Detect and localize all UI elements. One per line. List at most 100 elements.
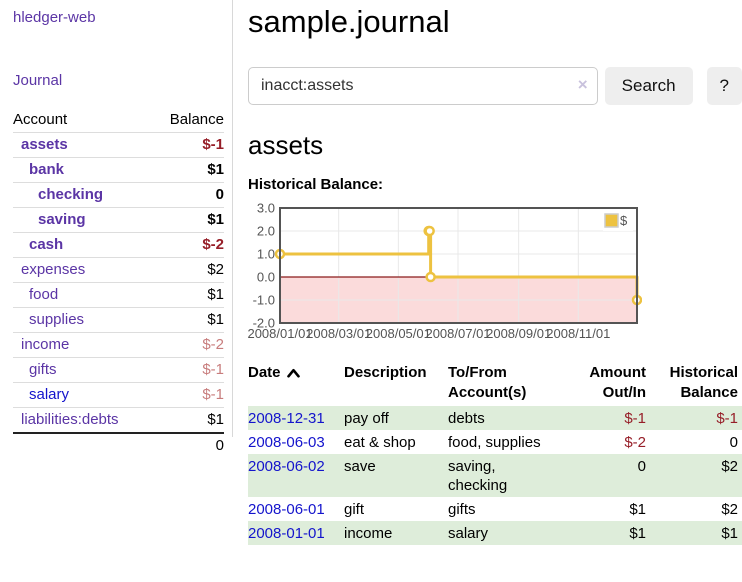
account-title: assets xyxy=(248,130,324,160)
transaction-date-link[interactable]: 2008-01-01 xyxy=(248,525,325,542)
legend-label: $ xyxy=(620,213,628,228)
account-balance: $2 xyxy=(207,261,224,278)
sidebar: hledger-web Journal Account Balance asse… xyxy=(0,0,233,454)
register-table: Date Description To/From Account(s) Amou… xyxy=(248,361,742,545)
x-tick-label: 2008/01/01 xyxy=(248,326,313,341)
y-tick-label: 0.0 xyxy=(257,270,275,285)
transaction-date-link[interactable]: 2008-06-02 xyxy=(248,458,325,475)
x-tick-label: 2008/09/01 xyxy=(486,326,551,341)
account-link[interactable]: income xyxy=(21,336,70,353)
transaction-description: eat & shop xyxy=(344,434,416,451)
account-balance: $1 xyxy=(207,311,224,328)
x-tick-label: 2008/05/01 xyxy=(366,326,431,341)
account-balance: $1 xyxy=(207,161,224,178)
accounts-header-account: Account xyxy=(13,111,68,128)
transaction-accounts: gifts xyxy=(448,501,476,518)
chart-canvas: $3.0 2.0 1.0 0.0 -1.0 -2.02008/01/012008/03/0… xyxy=(248,201,642,341)
account-link[interactable]: supplies xyxy=(29,311,85,328)
chart-legend: $ xyxy=(603,212,633,231)
account-row: salary $-1 xyxy=(13,382,224,408)
transaction-accounts: debts xyxy=(448,406,566,430)
clear-search-icon[interactable]: × xyxy=(577,75,588,94)
account-balance: $1 xyxy=(207,286,224,303)
account-row: bank $1 xyxy=(13,157,224,183)
register-row: 2008-06-01 gift gifts $1 $2 xyxy=(248,497,742,521)
register-header-date: Date xyxy=(248,361,344,406)
account-row: cash $-2 xyxy=(13,232,224,258)
accounts-header-balance: Balance xyxy=(169,111,224,128)
x-tick-label: 2008/11/01 xyxy=(546,326,610,341)
account-balance: $-2 xyxy=(202,236,224,253)
sidebar-item-journal[interactable]: Journal xyxy=(13,72,63,89)
register-row: 2008-12-31 pay off debts $-1 $-1 xyxy=(248,406,742,430)
app-title-link[interactable]: hledger-web xyxy=(13,9,96,26)
register-header-amount: Amount Out/In xyxy=(589,364,646,401)
account-row: income $-2 xyxy=(13,332,224,358)
account-link[interactable]: food xyxy=(29,286,59,303)
transaction-amount: $1 xyxy=(629,501,646,518)
account-row: expenses $2 xyxy=(13,257,224,283)
y-tick-label: 2.0 xyxy=(257,224,275,239)
account-link[interactable]: assets xyxy=(21,136,68,153)
x-tick-label: 2008/07/01 xyxy=(425,326,490,341)
account-row: assets $-1 xyxy=(13,132,224,158)
transaction-description: income xyxy=(344,521,448,545)
account-balance: $-1 xyxy=(202,136,224,153)
account-link[interactable]: cash xyxy=(29,236,64,253)
help-button[interactable]: ? xyxy=(706,67,742,105)
search-input[interactable] xyxy=(248,67,598,105)
account-row: gifts $-1 xyxy=(13,357,224,383)
chart-title: Historical Balance: xyxy=(248,176,384,193)
transaction-accounts: saving, checking xyxy=(448,454,566,497)
y-tick-label: -1.0 xyxy=(253,293,275,308)
account-link[interactable]: salary xyxy=(29,386,70,403)
transaction-date-link[interactable]: 2008-12-31 xyxy=(248,410,325,427)
transaction-description: pay off xyxy=(344,406,448,430)
account-link[interactable]: expenses xyxy=(21,261,86,278)
account-link[interactable]: saving xyxy=(38,211,86,228)
account-link[interactable]: bank xyxy=(29,161,65,178)
account-balance: 0 xyxy=(215,186,224,203)
legend-swatch-icon xyxy=(604,213,619,228)
account-row: checking 0 xyxy=(13,182,224,208)
register-header-description: Description xyxy=(344,364,427,381)
account-link[interactable]: checking xyxy=(38,186,104,203)
transaction-balance: $-1 xyxy=(654,406,742,430)
transaction-amount: 0 xyxy=(566,454,654,497)
accounts-total-row: 0 xyxy=(13,433,224,458)
search-form: × Search ? xyxy=(248,67,742,105)
historical-balance-chart: $3.0 2.0 1.0 0.0 -1.0 -2.0 2008/01/01 2008/03/0… xyxy=(248,200,742,342)
transaction-balance: 0 xyxy=(729,434,738,451)
transaction-accounts: food, supplies xyxy=(448,434,541,451)
register-header-balance: Historical Balance xyxy=(669,364,738,401)
transaction-date-link[interactable]: 2008-06-01 xyxy=(248,501,325,518)
account-balance: $1 xyxy=(207,211,224,228)
account-balance: $-1 xyxy=(202,361,224,378)
register-row: 2008-06-02 save saving, checking 0 $2 xyxy=(248,454,742,497)
transaction-date-link[interactable]: 2008-06-03 xyxy=(248,434,325,451)
account-row: saving $1 xyxy=(13,207,224,233)
transaction-balance: $2 xyxy=(721,501,738,518)
transaction-description: save xyxy=(344,454,448,497)
accounts-table: Account Balance assets $-1 bank $1 checking 0… xyxy=(13,108,224,458)
transaction-description: gift xyxy=(344,501,365,518)
account-balance: $1 xyxy=(207,411,224,428)
transaction-accounts: salary xyxy=(448,521,566,545)
page-title: sample.journal xyxy=(248,4,450,39)
account-row: supplies $1 xyxy=(13,307,224,333)
y-tick-label: 1.0 xyxy=(257,247,275,262)
account-link[interactable]: liabilities:debts xyxy=(21,411,119,428)
transaction-balance: $1 xyxy=(654,521,742,545)
transaction-balance: $2 xyxy=(654,454,742,497)
register-row: 2008-01-01 income salary $1 $1 xyxy=(248,521,742,545)
account-link[interactable]: gifts xyxy=(29,361,57,378)
x-tick-label: 2008/03/01 xyxy=(306,326,371,341)
search-button[interactable]: Search xyxy=(604,67,693,105)
account-balance: $-2 xyxy=(202,336,224,353)
transaction-amount: $-2 xyxy=(624,434,646,451)
account-row: food $1 xyxy=(13,282,224,308)
account-row: liabilities:debts $1 xyxy=(13,407,224,434)
y-tick-label: 3.0 xyxy=(257,201,275,216)
register-header-accounts: To/From Account(s) xyxy=(448,364,527,401)
transaction-amount: $1 xyxy=(566,521,654,545)
